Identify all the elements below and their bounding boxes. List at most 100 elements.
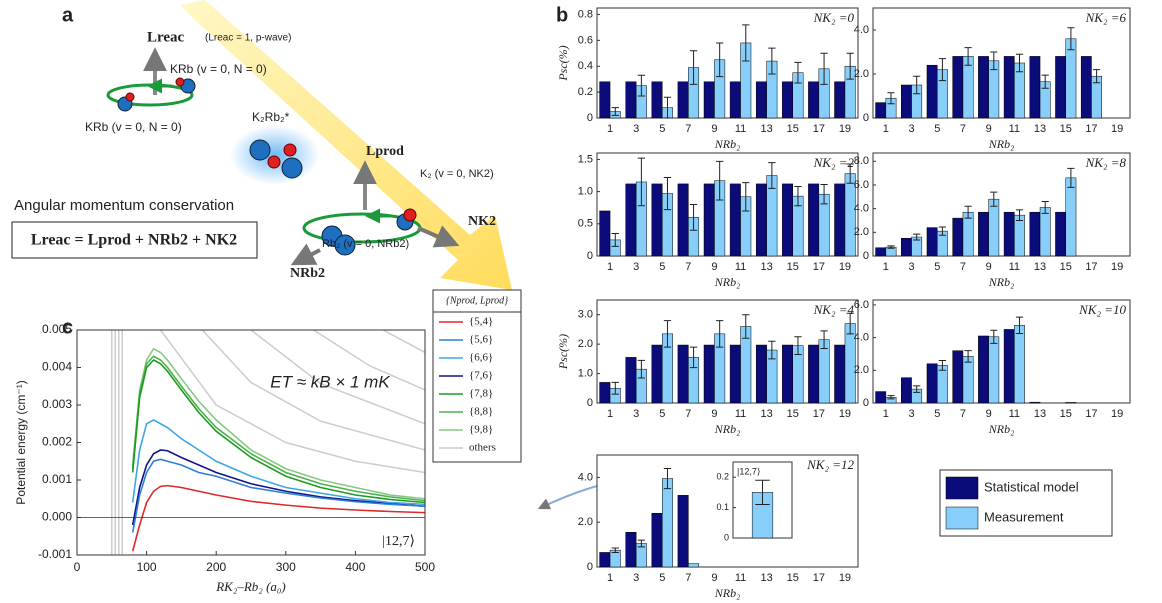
bar <box>952 350 964 404</box>
y-tick-label: 0.005 <box>42 322 72 336</box>
x-tick-label: 15 <box>787 261 799 273</box>
y-tick-label: 2.0 <box>578 516 593 528</box>
bar <box>1029 211 1041 257</box>
bar <box>599 552 611 568</box>
error-bar <box>1067 27 1075 51</box>
error-bar <box>663 96 672 119</box>
y-tick-label: 0.000 <box>42 510 72 524</box>
x-tick-label: 17 <box>1085 261 1097 273</box>
x-tick-label: 9 <box>986 261 992 273</box>
y-tick-label: 2.0 <box>854 364 869 376</box>
y-tick-label: 2.0 <box>854 68 869 80</box>
legend-label: {7,8} <box>469 388 493 400</box>
x-tick-label: 13 <box>1034 123 1046 135</box>
y-tick-label: 4.0 <box>578 471 593 483</box>
chart-title: NK₂ =2 <box>813 155 855 170</box>
legend-label: {8,8} <box>469 406 493 418</box>
y-tick-label: 0.4 <box>578 60 593 72</box>
x-tick-label: 13 <box>761 408 773 420</box>
error-bar <box>938 359 946 371</box>
error-bar <box>820 330 828 350</box>
y-tick-label: 0.2 <box>578 86 593 98</box>
x-tick-label: 17 <box>813 408 825 420</box>
bar <box>808 344 820 404</box>
x-tick-label: 9 <box>711 408 717 420</box>
y-tick-label: 6.0 <box>854 299 869 311</box>
x-tick-label: 15 <box>1060 123 1072 135</box>
x-tick-label: 11 <box>735 572 746 584</box>
x-tick-label: 19 <box>1111 123 1123 135</box>
bar <box>978 211 989 257</box>
x-tick-label: 3 <box>633 408 639 420</box>
y-axis-label: Psc(%) <box>556 45 570 81</box>
x-tick-label: 200 <box>206 560 226 574</box>
error-bar <box>689 50 698 85</box>
x-tick-label: 9 <box>711 572 717 584</box>
bar <box>703 344 715 404</box>
bar <box>677 81 689 119</box>
bar <box>1065 177 1077 257</box>
bar <box>952 56 964 119</box>
bar <box>1029 401 1041 404</box>
bar <box>962 211 974 257</box>
bar <box>703 81 715 119</box>
bar <box>988 198 1000 257</box>
y-tick-label: 3.0 <box>578 309 593 321</box>
x-tick-label: 13 <box>761 123 773 135</box>
x-tick-label: 1 <box>883 123 889 135</box>
bar <box>625 357 637 404</box>
x-tick-label: 0 <box>74 560 81 574</box>
label: K₂ (v = 0, NK2) <box>420 168 494 180</box>
bar <box>1055 211 1066 257</box>
x-tick-label: 11 <box>1009 123 1020 135</box>
error-bar <box>689 204 698 231</box>
bar <box>651 81 663 119</box>
bar <box>901 377 912 404</box>
error-bar <box>742 24 750 62</box>
error-bar <box>716 320 724 348</box>
error-bar <box>637 359 646 379</box>
bar <box>1039 207 1051 257</box>
x-tick-label: 11 <box>1009 408 1020 420</box>
label: Lreac <box>147 29 185 45</box>
error-bar <box>768 162 776 189</box>
x-tick-label: 17 <box>813 261 825 273</box>
y-tick-label: 0 <box>587 561 593 573</box>
bar <box>651 183 663 257</box>
error-bar <box>1015 53 1024 73</box>
x-tick-label: 11 <box>1009 261 1020 273</box>
legend-label: {7,6} <box>469 370 493 382</box>
diagram-shapes <box>11 0 512 290</box>
error-bar <box>1015 209 1024 221</box>
bar <box>599 210 611 257</box>
error-bar <box>938 58 946 82</box>
x-tick-label: 3 <box>908 261 914 273</box>
error-bar <box>820 184 828 205</box>
y-tick-label: 0 <box>724 532 729 542</box>
y-tick-label: 8.0 <box>854 155 869 167</box>
bar <box>978 335 989 404</box>
plot-frame <box>77 330 425 555</box>
x-tick-label: 7 <box>685 408 691 420</box>
error-bar <box>1092 69 1101 84</box>
x-tick-label: 19 <box>839 261 851 273</box>
x-tick-label: 17 <box>1085 123 1097 135</box>
x-tick-label: 11 <box>735 123 746 135</box>
chart-title: NK₂ =12 <box>806 457 854 472</box>
error-bar <box>1015 316 1024 335</box>
x-tick-label: 5 <box>659 261 665 273</box>
x-tick-label: 7 <box>685 123 691 135</box>
error-bar <box>846 163 854 184</box>
bar <box>1065 402 1077 404</box>
legend-label: {6,6} <box>469 352 493 364</box>
y-tick-label: 4.0 <box>854 203 869 215</box>
error-bar <box>742 182 750 212</box>
error-bar <box>990 191 998 207</box>
y-tick-label: 0.1 <box>716 502 729 512</box>
bar <box>808 81 820 119</box>
x-tick-label: 9 <box>711 123 717 135</box>
x-tick-label: 7 <box>960 123 966 135</box>
bar <box>901 84 912 119</box>
error-bar <box>637 157 646 207</box>
bar <box>834 344 846 404</box>
